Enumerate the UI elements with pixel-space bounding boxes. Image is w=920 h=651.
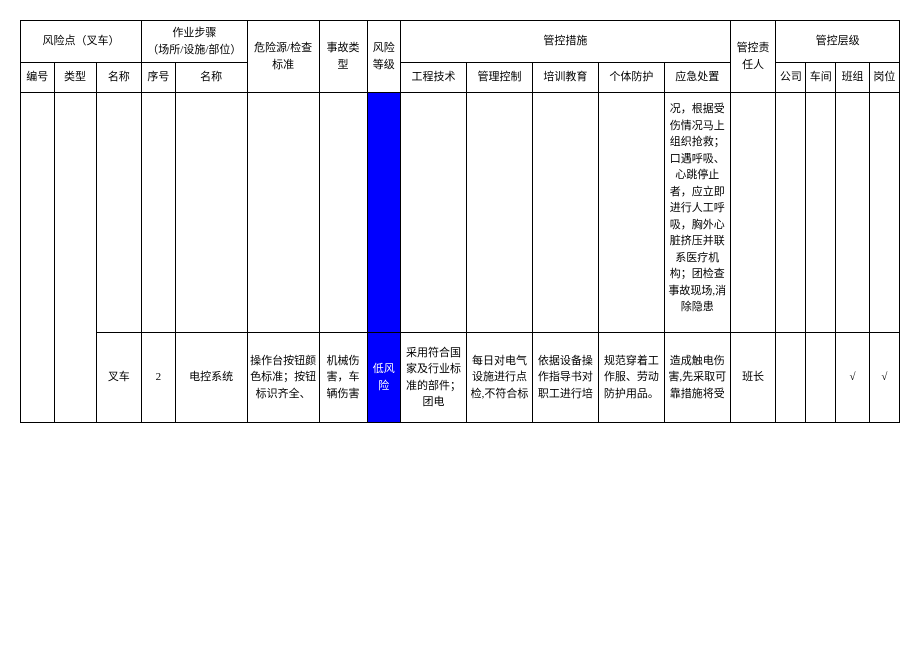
header-name: 名称 [96, 63, 142, 93]
cell-team [836, 93, 870, 333]
cell-team: √ [836, 333, 870, 423]
header-responsible: 管控责任人 [730, 21, 776, 93]
cell-responsible: 班长 [730, 333, 776, 423]
cell-accident [319, 93, 367, 333]
cell-eng [401, 93, 467, 333]
cell-emerg: 造成触电伤害,先采取可靠措施将受 [664, 333, 730, 423]
risk-assessment-table: 风险点（叉车） 作业步骤 （场所/设施/部位） 危险源/检查标准 事故类型 风险… [20, 20, 900, 423]
header-team: 班组 [836, 63, 870, 93]
cell-name [96, 93, 142, 333]
cell-name: 叉车 [96, 333, 142, 423]
header-emerg: 应急处置 [664, 63, 730, 93]
header-step: 作业步骤 （场所/设施/部位） [142, 21, 248, 63]
cell-no [21, 93, 55, 423]
header-row-1: 风险点（叉车） 作业步骤 （场所/设施/部位） 危险源/检查标准 事故类型 风险… [21, 21, 900, 63]
cell-risk-level: 低风险 [367, 333, 401, 423]
cell-accident: 机械伤害，车辆伤害 [319, 333, 367, 423]
cell-train: 依据设备操作指导书对职工进行培 [532, 333, 598, 423]
cell-post [869, 93, 899, 333]
header-workshop: 车间 [806, 63, 836, 93]
header-accident: 事故类型 [319, 21, 367, 93]
table-row: 叉车 2 电控系统 操作台按钮颜色标准；按钮标识齐全、 机械伤害，车辆伤害 低风… [21, 333, 900, 423]
cell-mgmt [467, 93, 533, 333]
cell-ppe: 规范穿着工作服、劳动防护用品。 [598, 333, 664, 423]
cell-workshop [806, 333, 836, 423]
header-post: 岗位 [869, 63, 899, 93]
header-risk-point: 风险点（叉车） [21, 21, 142, 63]
cell-type [54, 93, 96, 423]
cell-step-name [175, 93, 247, 333]
cell-train [532, 93, 598, 333]
header-ppe: 个体防护 [598, 63, 664, 93]
cell-hazard [247, 93, 319, 333]
cell-company [776, 93, 806, 333]
cell-ppe [598, 93, 664, 333]
cell-step-no [142, 93, 176, 333]
cell-risk-level [367, 93, 401, 333]
header-company: 公司 [776, 63, 806, 93]
cell-workshop [806, 93, 836, 333]
cell-hazard: 操作台按钮颜色标准；按钮标识齐全、 [247, 333, 319, 423]
header-hazard: 危险源/检查标准 [247, 21, 319, 93]
cell-step-no: 2 [142, 333, 176, 423]
cell-post: √ [869, 333, 899, 423]
header-risk-level: 风险等级 [367, 21, 401, 93]
header-control-level: 管控层级 [776, 21, 900, 63]
header-step-no: 序号 [142, 63, 176, 93]
header-no: 编号 [21, 63, 55, 93]
header-controls: 管控措施 [401, 21, 731, 63]
cell-step-name: 电控系统 [175, 333, 247, 423]
cell-company [776, 333, 806, 423]
cell-mgmt: 每日对电气设施进行点检,不符合标 [467, 333, 533, 423]
cell-eng: 采用符合国家及行业标准的部件；团电 [401, 333, 467, 423]
header-eng: 工程技术 [401, 63, 467, 93]
table-row: 况，根据受伤情况马上组织抢救；口遇呼吸、心跳停止者，应立即进行人工呼吸，胸外心脏… [21, 93, 900, 333]
header-train: 培训教育 [532, 63, 598, 93]
header-step-name: 名称 [175, 63, 247, 93]
cell-emerg: 况，根据受伤情况马上组织抢救；口遇呼吸、心跳停止者，应立即进行人工呼吸，胸外心脏… [664, 93, 730, 333]
cell-responsible [730, 93, 776, 333]
header-type: 类型 [54, 63, 96, 93]
header-mgmt: 管理控制 [467, 63, 533, 93]
